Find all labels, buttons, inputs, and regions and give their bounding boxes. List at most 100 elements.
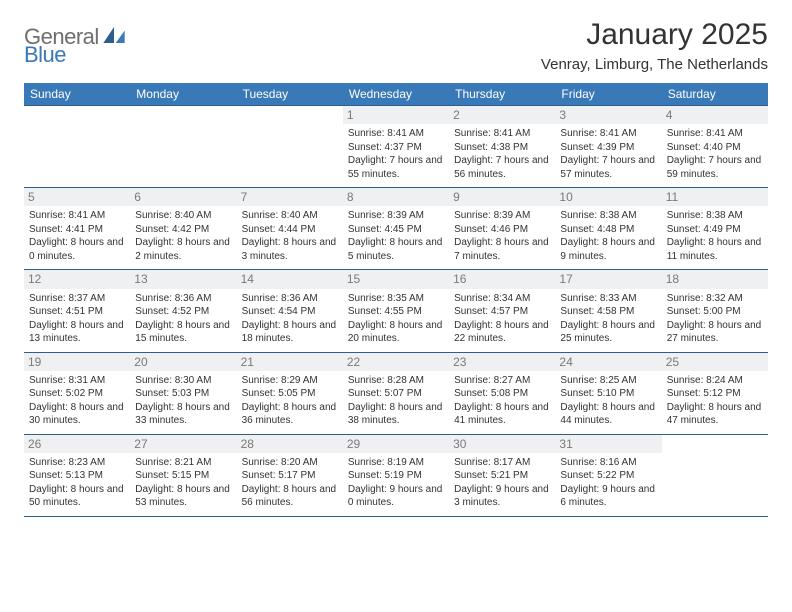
day-number: 23	[449, 353, 555, 371]
calendar-day-cell: 28Sunrise: 8:20 AMSunset: 5:17 PMDayligh…	[237, 434, 343, 516]
calendar-table: SundayMondayTuesdayWednesdayThursdayFrid…	[24, 83, 768, 517]
sail-icon	[103, 27, 125, 43]
calendar-week-row: 12 Sunrise: 8:37 AMSunset: 4:51 PMDayligh…	[24, 270, 768, 352]
weekday-row: SundayMondayTuesdayWednesdayThursdayFrid…	[24, 83, 768, 106]
logo-blue-wrap: Blue	[24, 42, 66, 68]
calendar-day-cell: 11 Sunrise: 8:38 AMSunset: 4:49 PMDayligh…	[662, 188, 768, 270]
calendar-day-cell: 29Sunrise: 8:19 AMSunset: 5:19 PMDayligh…	[343, 434, 449, 516]
day-detail: Sunrise: 8:35 AMSunset: 4:55 PMDaylight:…	[348, 292, 444, 346]
calendar-day-cell: 17 Sunrise: 8:33 AMSunset: 4:58 PMDayligh…	[555, 270, 661, 352]
weekday-header: Thursday	[449, 83, 555, 106]
day-detail: Sunrise: 8:31 AMSunset: 5:02 PMDaylight:…	[29, 374, 125, 428]
day-detail: Sunrise: 8:41 AMSunset: 4:38 PMDaylight:…	[454, 127, 550, 181]
calendar-day-cell: 24Sunrise: 8:25 AMSunset: 5:10 PMDayligh…	[555, 352, 661, 434]
day-detail: Sunrise: 8:17 AMSunset: 5:21 PMDaylight:…	[454, 456, 550, 510]
calendar-week-row: 1 Sunrise: 8:41 AMSunset: 4:37 PMDaylight…	[24, 106, 768, 188]
day-detail: Sunrise: 8:40 AMSunset: 4:42 PMDaylight:…	[135, 209, 231, 263]
weekday-header: Saturday	[662, 83, 768, 106]
calendar-week-row: 5 Sunrise: 8:41 AMSunset: 4:41 PMDaylight…	[24, 188, 768, 270]
day-number: 12	[24, 270, 130, 288]
calendar-day-cell: 30 Sunrise: 8:17 AMSunset: 5:21 PMDayligh…	[449, 434, 555, 516]
day-number: 17	[555, 270, 661, 288]
calendar-week-row: 19Sunrise: 8:31 AMSunset: 5:02 PMDayligh…	[24, 352, 768, 434]
calendar-day-cell: 5 Sunrise: 8:41 AMSunset: 4:41 PMDaylight…	[24, 188, 130, 270]
day-number: 21	[237, 353, 343, 371]
calendar-day-cell: 10 Sunrise: 8:38 AMSunset: 4:48 PMDayligh…	[555, 188, 661, 270]
calendar-day-cell: 23 Sunrise: 8:27 AMSunset: 5:08 PMDayligh…	[449, 352, 555, 434]
calendar-page: General January 2025 Venray, Limburg, Th…	[0, 0, 792, 612]
calendar-day-cell: 26 Sunrise: 8:23 AMSunset: 5:13 PMDayligh…	[24, 434, 130, 516]
day-detail: Sunrise: 8:21 AMSunset: 5:15 PMDaylight:…	[135, 456, 231, 510]
calendar-day-cell	[24, 106, 130, 188]
day-number: 7	[237, 188, 343, 206]
calendar-day-cell: 7Sunrise: 8:40 AMSunset: 4:44 PMDaylight…	[237, 188, 343, 270]
calendar-day-cell: 1 Sunrise: 8:41 AMSunset: 4:37 PMDaylight…	[343, 106, 449, 188]
day-number: 29	[343, 435, 449, 453]
day-number: 15	[343, 270, 449, 288]
day-detail: Sunrise: 8:37 AMSunset: 4:51 PMDaylight:…	[29, 292, 125, 346]
day-detail: Sunrise: 8:30 AMSunset: 5:03 PMDaylight:…	[135, 374, 231, 428]
day-number: 4	[662, 106, 768, 124]
day-detail: Sunrise: 8:41 AMSunset: 4:40 PMDaylight:…	[667, 127, 763, 181]
day-number: 2	[449, 106, 555, 124]
day-number: 5	[24, 188, 130, 206]
day-detail: Sunrise: 8:20 AMSunset: 5:17 PMDaylight:…	[242, 456, 338, 510]
calendar-day-cell: 27 Sunrise: 8:21 AMSunset: 5:15 PMDayligh…	[130, 434, 236, 516]
calendar-day-cell: 4 Sunrise: 8:41 AMSunset: 4:40 PMDaylight…	[662, 106, 768, 188]
day-detail: Sunrise: 8:38 AMSunset: 4:48 PMDaylight:…	[560, 209, 656, 263]
day-number: 1	[343, 106, 449, 124]
day-number: 3	[555, 106, 661, 124]
day-detail: Sunrise: 8:29 AMSunset: 5:05 PMDaylight:…	[242, 374, 338, 428]
calendar-day-cell: 14 Sunrise: 8:36 AMSunset: 4:54 PMDayligh…	[237, 270, 343, 352]
calendar-day-cell	[237, 106, 343, 188]
day-number: 14	[237, 270, 343, 288]
weekday-header: Monday	[130, 83, 236, 106]
day-detail: Sunrise: 8:41 AMSunset: 4:39 PMDaylight:…	[560, 127, 656, 181]
day-number: 6	[130, 188, 236, 206]
calendar-week-row: 26 Sunrise: 8:23 AMSunset: 5:13 PMDayligh…	[24, 434, 768, 516]
day-detail: Sunrise: 8:33 AMSunset: 4:58 PMDaylight:…	[560, 292, 656, 346]
location-subtitle: Venray, Limburg, The Netherlands	[541, 56, 768, 73]
day-number: 16	[449, 270, 555, 288]
day-detail: Sunrise: 8:36 AMSunset: 4:54 PMDaylight:…	[242, 292, 338, 346]
calendar-day-cell: 20 Sunrise: 8:30 AMSunset: 5:03 PMDayligh…	[130, 352, 236, 434]
day-number: 27	[130, 435, 236, 453]
day-number: 10	[555, 188, 661, 206]
calendar-day-cell: 6 Sunrise: 8:40 AMSunset: 4:42 PMDaylight…	[130, 188, 236, 270]
day-number: 11	[662, 188, 768, 206]
day-number: 31	[555, 435, 661, 453]
day-detail: Sunrise: 8:24 AMSunset: 5:12 PMDaylight:…	[667, 374, 763, 428]
day-number: 30	[449, 435, 555, 453]
day-number: 9	[449, 188, 555, 206]
calendar-day-cell: 12 Sunrise: 8:37 AMSunset: 4:51 PMDayligh…	[24, 270, 130, 352]
calendar-day-cell: 15 Sunrise: 8:35 AMSunset: 4:55 PMDayligh…	[343, 270, 449, 352]
calendar-day-cell	[130, 106, 236, 188]
day-number: 26	[24, 435, 130, 453]
weekday-header: Sunday	[24, 83, 130, 106]
day-detail: Sunrise: 8:41 AMSunset: 4:37 PMDaylight:…	[348, 127, 444, 181]
logo-text-blue: Blue	[24, 42, 66, 67]
page-header: General January 2025 Venray, Limburg, Th…	[24, 18, 768, 73]
day-detail: Sunrise: 8:36 AMSunset: 4:52 PMDaylight:…	[135, 292, 231, 346]
day-detail: Sunrise: 8:23 AMSunset: 5:13 PMDaylight:…	[29, 456, 125, 510]
calendar-day-cell: 3 Sunrise: 8:41 AMSunset: 4:39 PMDaylight…	[555, 106, 661, 188]
day-detail: Sunrise: 8:32 AMSunset: 5:00 PMDaylight:…	[667, 292, 763, 346]
calendar-day-cell: 16 Sunrise: 8:34 AMSunset: 4:57 PMDayligh…	[449, 270, 555, 352]
calendar-day-cell: 21 Sunrise: 8:29 AMSunset: 5:05 PMDayligh…	[237, 352, 343, 434]
calendar-head: SundayMondayTuesdayWednesdayThursdayFrid…	[24, 83, 768, 106]
calendar-day-cell: 25Sunrise: 8:24 AMSunset: 5:12 PMDayligh…	[662, 352, 768, 434]
day-detail: Sunrise: 8:27 AMSunset: 5:08 PMDaylight:…	[454, 374, 550, 428]
day-detail: Sunrise: 8:16 AMSunset: 5:22 PMDaylight:…	[560, 456, 656, 510]
day-detail: Sunrise: 8:41 AMSunset: 4:41 PMDaylight:…	[29, 209, 125, 263]
calendar-day-cell: 31 Sunrise: 8:16 AMSunset: 5:22 PMDayligh…	[555, 434, 661, 516]
month-title: January 2025	[541, 18, 768, 52]
day-number: 18	[662, 270, 768, 288]
day-number: 24	[555, 353, 661, 371]
calendar-day-cell	[662, 434, 768, 516]
weekday-header: Tuesday	[237, 83, 343, 106]
day-detail: Sunrise: 8:38 AMSunset: 4:49 PMDaylight:…	[667, 209, 763, 263]
day-number: 8	[343, 188, 449, 206]
day-number: 20	[130, 353, 236, 371]
weekday-header: Wednesday	[343, 83, 449, 106]
day-detail: Sunrise: 8:34 AMSunset: 4:57 PMDaylight:…	[454, 292, 550, 346]
